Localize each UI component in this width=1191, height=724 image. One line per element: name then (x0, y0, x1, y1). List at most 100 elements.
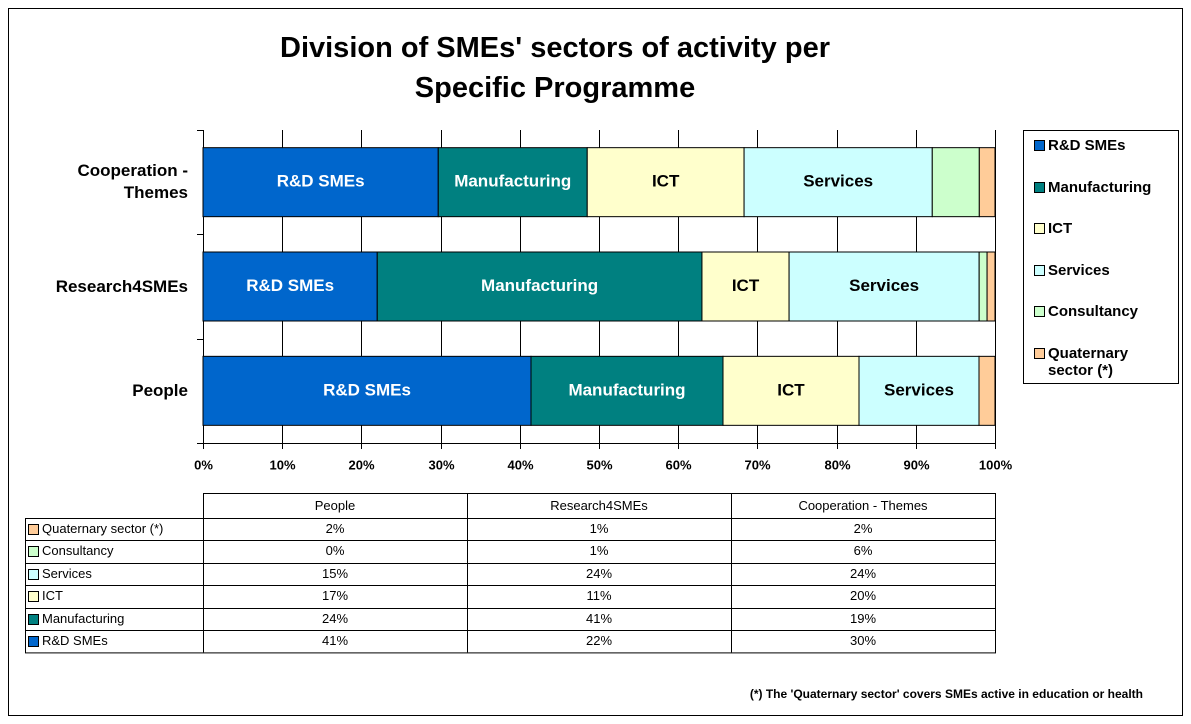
bar-segment (586, 147, 745, 218)
table-cell: 11% (586, 588, 612, 604)
bar-segment (701, 251, 790, 322)
bar-label: ICT (652, 172, 680, 191)
bar-segment (202, 147, 439, 218)
bar-label: Services (849, 276, 919, 295)
table-cell: 2% (853, 521, 873, 536)
x-tick-label: 70% (744, 457, 770, 472)
table-cell: 6% (853, 543, 873, 559)
table-header: People (314, 498, 356, 513)
table-cell: 1% (589, 521, 609, 536)
category-label: Cooperation - Themes (77, 161, 189, 203)
bar-segment (788, 251, 980, 322)
table-row-header: Quaternary sector (*) (28, 518, 163, 540)
row-label: ICT (42, 588, 63, 604)
x-tick-label: 60% (665, 457, 691, 472)
bar-label: Manufacturing (454, 172, 571, 191)
table-cell: 24% (321, 610, 349, 626)
table-row-header: Manufacturing (28, 608, 124, 630)
table-cell: 24% (849, 565, 877, 581)
table-row-header: ICT (28, 585, 63, 607)
legend-key (1034, 140, 1045, 151)
table-row-header: R&D SMEs (28, 630, 108, 652)
x-tick-label: 30% (428, 457, 454, 472)
table-cell: 0% (325, 543, 345, 559)
legend-item: Consultancy (1034, 303, 1188, 320)
legend-key (1034, 264, 1045, 276)
bar-segment (743, 147, 933, 218)
x-tick-label: 10% (269, 457, 295, 472)
x-tick-label: 90% (903, 457, 929, 472)
bar-label: R&D SMEs (323, 380, 411, 399)
legend-key (1034, 306, 1045, 317)
row-label: R&D SMEs (42, 633, 108, 648)
category-label: People (132, 380, 188, 400)
x-tick-label: 50% (586, 457, 612, 472)
table-cell: 17% (321, 588, 349, 604)
table-header: Cooperation - Themes (798, 498, 928, 513)
bar-segment (437, 147, 588, 218)
bar-label: R&D SMEs (246, 276, 334, 295)
chart-title: Division of SMEs' sectors of activity pe… (280, 32, 830, 104)
legend-label: Manufacturing (1048, 178, 1152, 196)
legend-item: Manufacturing (1034, 179, 1188, 196)
table-cell: 2% (325, 521, 345, 536)
legend-box (1023, 130, 1179, 384)
legend-label: Consultancy (1048, 303, 1139, 320)
legend-label: Quaternary sector (*) (1048, 344, 1129, 379)
bar-label: ICT (732, 276, 760, 295)
legend-key (1034, 181, 1045, 193)
table-cell: 30% (849, 633, 877, 648)
row-label: Consultancy (42, 543, 114, 559)
legend-key (28, 591, 39, 603)
footnote: (*) The 'Quaternary sector' covers SMEs … (749, 687, 1143, 701)
legend-item: Quaternary sector (*) (1034, 345, 1138, 379)
bar-segment (978, 355, 996, 426)
bar-segment (986, 251, 996, 322)
table-row-header: Services (28, 563, 92, 585)
legend-key (1034, 223, 1045, 234)
table-cell: 24% (585, 565, 613, 581)
x-tick-label: 100% (979, 457, 1013, 472)
bar-segment (202, 355, 532, 426)
table-cell: 19% (849, 610, 877, 626)
legend-item: ICT (1034, 220, 1188, 237)
table-cell: 41% (585, 610, 613, 626)
legend-label: R&D SMEs (1048, 137, 1126, 154)
x-tick-label: 40% (507, 457, 533, 472)
legend-key (28, 613, 39, 625)
chart-border (8, 8, 1183, 716)
row-label: Manufacturing (42, 610, 125, 626)
bar-label: ICT (777, 380, 805, 399)
legend-item: Services (1034, 262, 1188, 279)
row-label: Quaternary sector (*) (42, 521, 164, 536)
bar-label: Services (803, 172, 873, 191)
legend-key (1034, 347, 1045, 359)
bar-label: Manufacturing (481, 276, 598, 295)
bar-segment (376, 251, 703, 322)
row-label: Services (42, 565, 92, 581)
legend-label: ICT (1048, 220, 1073, 237)
x-tick-label: 20% (348, 457, 374, 472)
table-header: Research4SMEs (550, 498, 648, 513)
table-cell: 41% (321, 633, 349, 648)
legend-item: R&D SMEs (1034, 137, 1188, 154)
x-tick-label: 0% (194, 457, 213, 472)
bar-label: Manufacturing (568, 380, 685, 399)
table-cell: 22% (585, 633, 613, 648)
bar-segment (978, 147, 996, 218)
bar-segment (530, 355, 724, 426)
legend-key (28, 636, 39, 647)
table-cell: 15% (321, 565, 349, 581)
bar-label: R&D SMEs (277, 172, 365, 191)
legend-key (28, 546, 39, 558)
legend-key (28, 568, 39, 580)
table-row-header: Consultancy (28, 540, 114, 562)
table-cell: 20% (849, 588, 877, 604)
legend-key (28, 524, 39, 535)
bar-segment (978, 251, 988, 322)
bar-segment (202, 251, 378, 322)
bar-label: Services (884, 380, 954, 399)
legend-label: Services (1048, 261, 1110, 279)
